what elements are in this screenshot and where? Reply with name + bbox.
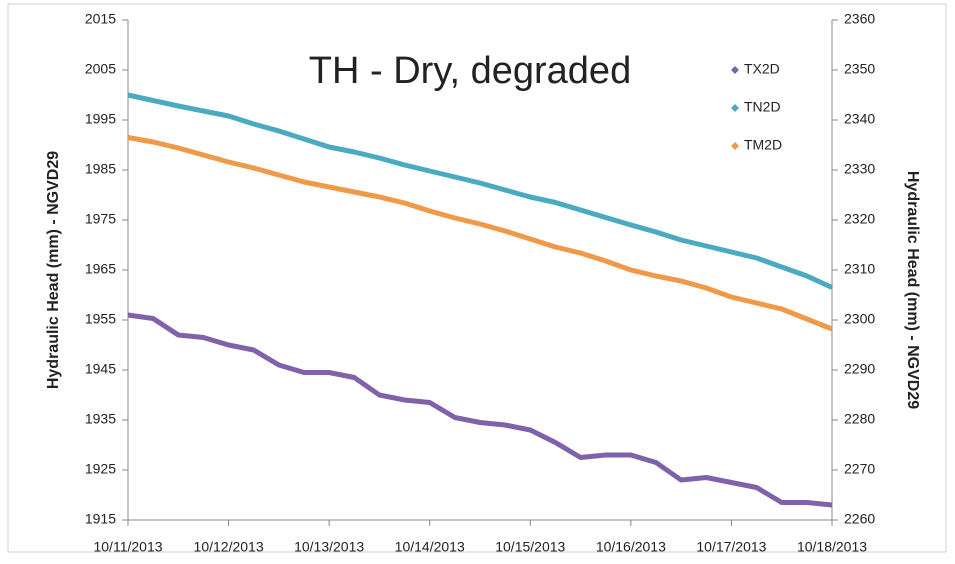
x-tick-label: 10/11/2013 <box>93 539 162 555</box>
x-tick-label: 10/14/2013 <box>395 539 465 555</box>
y2-tick-label: 2350 <box>844 61 875 77</box>
y-tick-label: 1925 <box>85 461 116 477</box>
x-tick-label: 10/16/2013 <box>596 539 666 555</box>
y-tick-label: 1935 <box>85 411 116 427</box>
y-tick-label: 1995 <box>85 111 116 127</box>
x-tick-label: 10/18/2013 <box>797 539 867 555</box>
legend-label: TM2D <box>744 137 782 153</box>
x-tick-label: 10/12/2013 <box>194 539 264 555</box>
y2-tick-label: 2310 <box>844 261 875 277</box>
y-tick-label: 1915 <box>85 511 116 527</box>
y2-tick-label: 2330 <box>844 161 875 177</box>
x-tick-label: 10/15/2013 <box>495 539 565 555</box>
y2-tick-label: 2300 <box>844 311 875 327</box>
legend-label: TN2D <box>744 99 781 115</box>
chart-title: TH - Dry, degraded <box>309 50 631 92</box>
legend-marker <box>731 66 739 74</box>
y2-tick-label: 2360 <box>844 11 875 27</box>
y2-tick-label: 2340 <box>844 111 875 127</box>
series-line <box>127 312 833 508</box>
y2-axis-label: Hydraulic Head (mm) - NGVD29 <box>904 171 921 409</box>
y-tick-label: 1965 <box>85 261 116 277</box>
y-tick-label: 2005 <box>85 61 116 77</box>
y-tick-label: 1975 <box>85 211 116 227</box>
chart-frame <box>7 3 947 553</box>
series-line <box>127 135 833 332</box>
legend-marker <box>731 142 739 150</box>
y-tick-label: 2015 <box>85 11 116 27</box>
x-tick-label: 10/13/2013 <box>294 539 364 555</box>
y-axis-label: Hydraulic Head (mm) - NGVD29 <box>45 151 62 389</box>
x-tick-label: 10/17/2013 <box>696 539 766 555</box>
y2-tick-label: 2280 <box>844 411 875 427</box>
y-tick-label: 1955 <box>85 311 116 327</box>
y-tick-label: 1985 <box>85 161 116 177</box>
y2-tick-label: 2260 <box>844 511 875 527</box>
y2-tick-label: 2290 <box>844 361 875 377</box>
legend-marker <box>731 104 739 112</box>
series-line <box>127 92 834 290</box>
legend-label: TX2D <box>744 61 780 77</box>
y-tick-label: 1945 <box>85 361 116 377</box>
y2-tick-label: 2270 <box>844 461 875 477</box>
y2-tick-label: 2320 <box>844 211 875 227</box>
